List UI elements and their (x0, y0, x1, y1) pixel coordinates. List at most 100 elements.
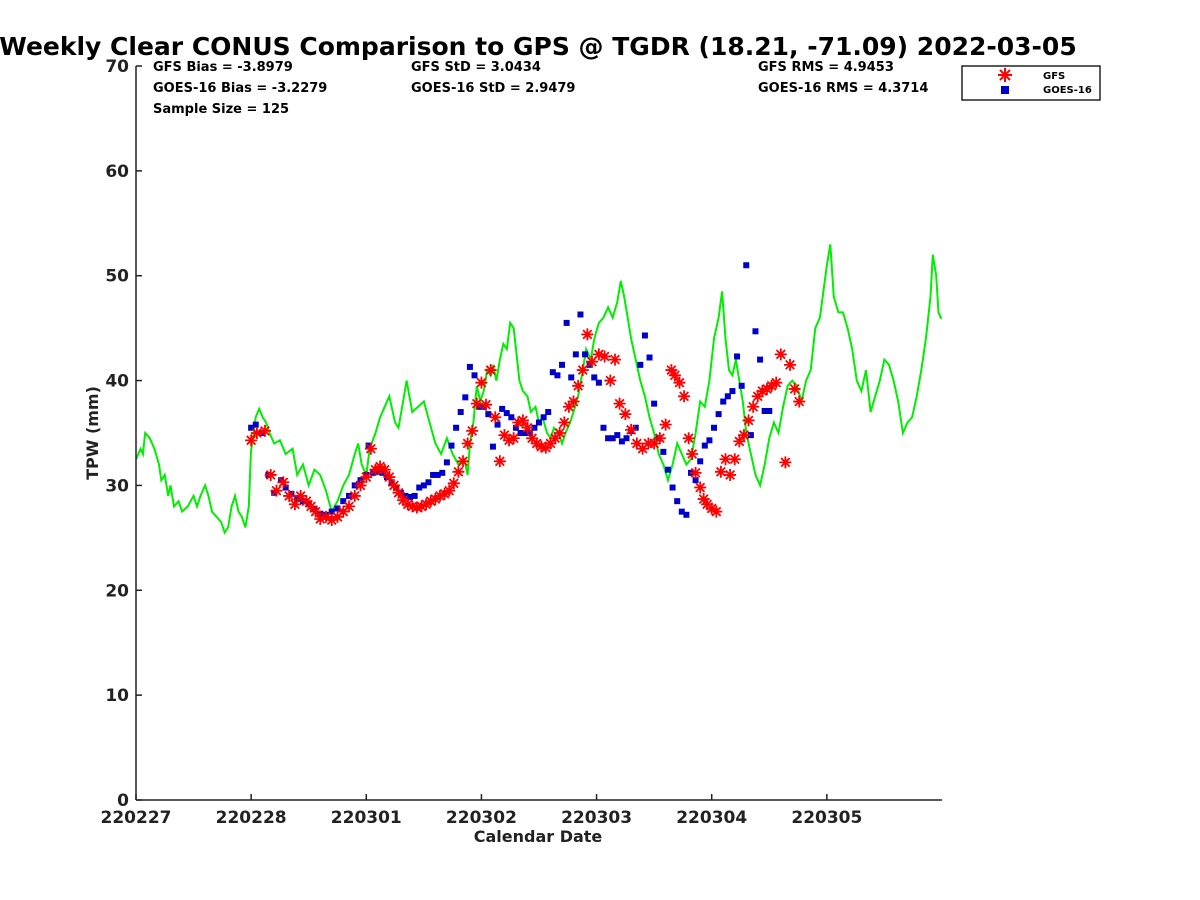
goes-data-point (416, 484, 423, 491)
gfs-data-point (567, 395, 580, 408)
gfs-data-point (364, 442, 377, 455)
gfs-data-point (673, 376, 686, 389)
gfs-data-point (535, 440, 548, 453)
gfs-data-point (258, 424, 271, 437)
gfs-data-point (493, 455, 506, 468)
gfs-data-point (480, 398, 493, 411)
gfs-data-point (337, 505, 350, 518)
y-axis-label: TPW (mm) (83, 386, 102, 480)
goes-data-point (517, 430, 524, 436)
gfs-data-point (719, 453, 732, 466)
goes-data-point (623, 435, 630, 442)
gfs-data-point (793, 395, 806, 408)
gfs-data-point (443, 484, 456, 497)
gfs-data-point (530, 437, 543, 450)
goes-data-point (605, 435, 612, 442)
goes-data-point (248, 424, 255, 431)
goes-data-point (724, 393, 731, 400)
gfs-data-point (392, 486, 405, 499)
goes-data-point (559, 361, 566, 368)
goes-data-point (540, 414, 547, 421)
gfs-data-point (309, 505, 322, 518)
goes-data-point (568, 374, 575, 381)
gfs-data-point (710, 505, 723, 518)
x-tick-label: 220228 (216, 808, 287, 828)
goes-data-point (485, 411, 492, 418)
x-tick-label: 220305 (791, 808, 862, 828)
gfs-data-point (558, 416, 571, 429)
gfs-data-point (714, 465, 727, 478)
y-tick-label: 50 (105, 267, 129, 287)
goes-data-point (328, 508, 335, 515)
goes-data-point (462, 394, 469, 401)
gfs-data-point (526, 432, 539, 445)
goes-data-point (572, 351, 579, 358)
gfs-data-point (420, 498, 433, 511)
gfs-data-point (592, 348, 605, 361)
gfs-data-point (369, 463, 382, 476)
gfs-data-point (424, 495, 437, 508)
gfs-rms-stat: GFS RMS = 4.9453 (758, 60, 894, 75)
gfs-data-point (659, 418, 672, 431)
gfs-data-point (770, 376, 783, 389)
goes-data-point (720, 398, 727, 405)
x-tick-label: 220302 (446, 808, 517, 828)
legend-box (961, 65, 1101, 101)
gfs-data-point (438, 487, 451, 500)
goes-data-point (503, 410, 510, 417)
y-tick-label: 60 (105, 162, 129, 182)
gfs-data-point (516, 414, 529, 427)
goes-data-point (766, 407, 773, 414)
gfs-data-point (475, 376, 488, 389)
gfs-data-point (653, 432, 666, 445)
goes-data-point (531, 424, 538, 431)
gfs-data-point (387, 479, 400, 492)
gfs-data-point (630, 437, 643, 450)
gfs-data-point (760, 382, 773, 395)
goes-data-point (457, 409, 464, 416)
gfs-data-point (374, 460, 387, 473)
goes-data-point (747, 432, 754, 439)
gfs-data-point (354, 479, 367, 492)
gfs-data-point (325, 514, 338, 527)
gfs-data-point (549, 432, 562, 445)
gfs-data-point (779, 456, 792, 469)
goes-data-point (499, 405, 506, 412)
goes-rms-stat: GOES-16 RMS = 4.3714 (758, 81, 928, 96)
gfs-data-point (636, 442, 649, 455)
gfs-data-point (319, 510, 332, 523)
x-axis-label: Calendar Date (474, 827, 603, 846)
gfs-data-point (604, 374, 617, 387)
y-tick-label: 10 (105, 686, 129, 706)
gfs-data-point (466, 424, 479, 437)
gfs-data-point (378, 463, 391, 476)
goes-data-point (632, 424, 639, 431)
y-axis-ticks: 0 10 20 30 40 50 60 70 (105, 57, 142, 811)
gfs-data-point (544, 437, 557, 450)
gfs-data-point (724, 468, 737, 481)
x-tick-label: 220303 (561, 808, 632, 828)
goes-bias-stat: GOES-16 Bias = -3.2279 (153, 81, 327, 96)
x-tick-label: 220304 (676, 808, 747, 828)
goes-data-point (407, 493, 414, 500)
goes-data-point (577, 311, 584, 318)
gfs-data-point (678, 390, 691, 403)
gfs-data-point (452, 465, 465, 478)
gfs-data-point (429, 493, 442, 506)
gfs-data-point (457, 455, 470, 468)
goes-data-point (761, 407, 768, 414)
goes-data-point (453, 424, 460, 431)
y-tick-label: 40 (105, 372, 129, 392)
goes-data-point (738, 382, 745, 389)
goes-data-point (430, 471, 437, 478)
goes-data-point (466, 363, 473, 370)
goes-data-point (614, 432, 621, 439)
gfs-data-point (300, 495, 313, 508)
gfs-data-point (694, 481, 707, 494)
gfs-data-point (742, 414, 755, 427)
gfs-data-point (410, 501, 423, 514)
gfs-data-point (264, 468, 277, 481)
gfs-std-stat: GFS StD = 3.0434 (411, 60, 541, 75)
gfs-data-point (665, 364, 678, 377)
gfs-data-point (401, 498, 414, 511)
